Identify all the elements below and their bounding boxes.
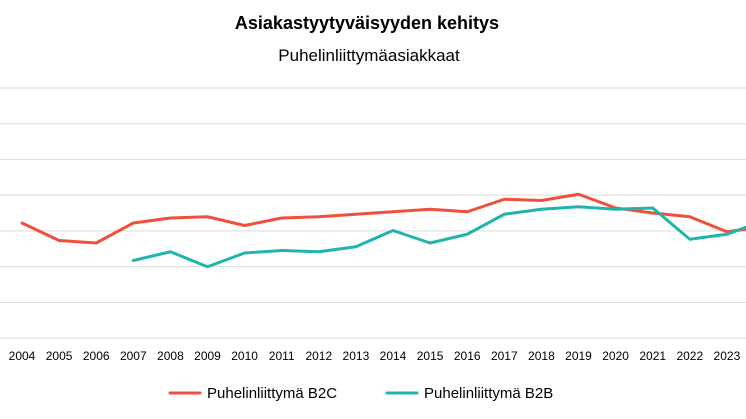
series-lines [20, 192, 746, 269]
x-tick-label: 2006 [83, 349, 110, 363]
x-tick-label: 2014 [380, 349, 407, 363]
chart-title: Asiakastyytyväisyyden kehitys [235, 13, 499, 33]
chart-subtitle: Puhelinliittymäasiakkaat [278, 46, 460, 65]
legend-label-b2c: Puhelinliittymä B2C [207, 385, 337, 402]
x-tick-label: 2010 [231, 349, 258, 363]
x-axis-ticks: 2004 2005 2006 2007 2008 2009 2010 2011 2012 2013… [9, 349, 741, 363]
x-tick-label: 2023 [714, 349, 741, 363]
x-tick-label: 2005 [46, 349, 73, 363]
x-tick-label: 2007 [120, 349, 147, 363]
x-tick-label: 2019 [565, 349, 592, 363]
legend: Puhelinliittymä B2C Puhelinliittymä B2B [168, 385, 553, 402]
x-tick-label: 2018 [528, 349, 555, 363]
x-tick-label: 2008 [157, 349, 184, 363]
x-tick-label: 2013 [343, 349, 370, 363]
x-tick-label: 2017 [491, 349, 518, 363]
x-tick-label: 2004 [9, 349, 36, 363]
gridlines [0, 87, 746, 339]
x-tick-label: 2021 [639, 349, 666, 363]
x-tick-label: 2012 [305, 349, 332, 363]
x-tick-label: 2020 [602, 349, 629, 363]
x-tick-label: 2022 [676, 349, 703, 363]
series-line-b2b [131, 205, 746, 269]
legend-label-b2b: Puhelinliittymä B2B [424, 385, 553, 402]
x-tick-label: 2015 [417, 349, 444, 363]
x-tick-label: 2009 [194, 349, 221, 363]
x-tick-label: 2011 [269, 349, 295, 363]
x-tick-label: 2016 [454, 349, 481, 363]
